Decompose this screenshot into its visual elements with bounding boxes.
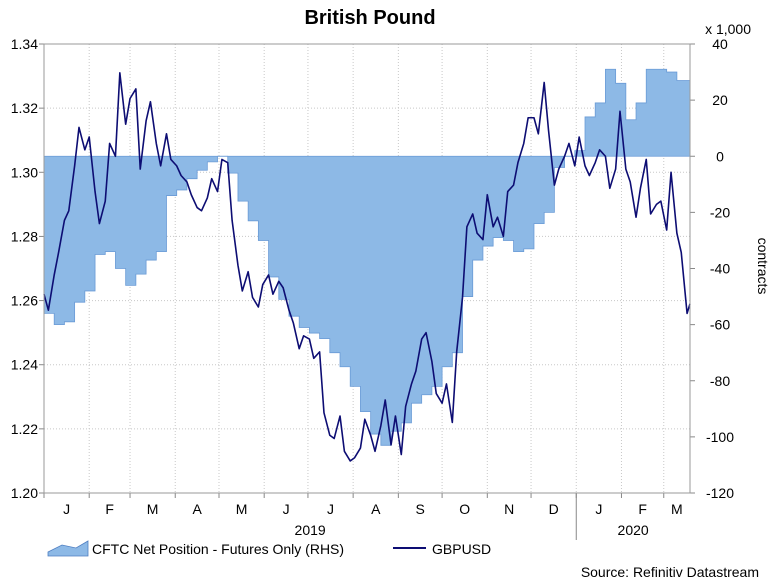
cftc-area-layer: [44, 68, 690, 446]
year-label: 2020: [618, 522, 649, 538]
left-tick-label: 1.26: [11, 293, 38, 309]
month-label: N: [504, 501, 514, 517]
month-label: O: [459, 501, 470, 517]
month-label: A: [371, 501, 381, 517]
legend-label-gbpusd: GBPUSD: [432, 541, 491, 557]
month-label: A: [192, 501, 202, 517]
plot-frame: [43, 43, 691, 494]
left-tick-label: 1.22: [11, 421, 38, 437]
right-axis-unit: x 1,000: [705, 21, 751, 37]
right-tick-label: -80: [710, 373, 730, 389]
month-label: J: [595, 501, 602, 517]
right-tick-label: -120: [706, 485, 734, 501]
right-tick-label: 20: [712, 92, 728, 108]
legend: CFTC Net Position - Futures Only (RHS) G…: [47, 540, 491, 557]
legend-label-cftc: CFTC Net Position - Futures Only (RHS): [92, 541, 344, 557]
source-note: Source: Refinitiv Datastream: [581, 564, 759, 580]
left-tick-label: 1.20: [11, 485, 38, 501]
right-axis-label: contracts: [755, 238, 771, 295]
right-tick-label: -100: [706, 429, 734, 445]
left-tick-label: 1.30: [11, 164, 38, 180]
right-tick-label: -40: [710, 261, 730, 277]
month-label: M: [147, 501, 159, 517]
chart-title: British Pound: [304, 7, 435, 29]
right-tick-label: 0: [716, 148, 724, 164]
left-tick-label: 1.28: [11, 228, 38, 244]
right-tick-label: -60: [710, 317, 730, 333]
cftc-area-outline: [44, 68, 690, 446]
right-tick-label: -20: [710, 204, 730, 220]
month-label: D: [549, 501, 559, 517]
gbpusd-line: [43, 72, 691, 462]
gbpusd-line-layer: [43, 72, 691, 462]
right-tick-label: 40: [712, 36, 728, 52]
month-label: F: [638, 501, 647, 517]
cftc-area: [44, 69, 690, 446]
month-label: S: [416, 501, 425, 517]
month-label: J: [327, 501, 334, 517]
tick-labels: 1.20 1.22 1.24 1.26 1.28 1.30 1.32 1.34 -120 -100…: [11, 36, 734, 538]
legend-area-swatch: [47, 540, 89, 557]
month-label: F: [105, 501, 114, 517]
month-label: J: [283, 501, 290, 517]
month-label: M: [671, 501, 683, 517]
left-tick-label: 1.32: [11, 100, 38, 116]
month-label: M: [236, 501, 248, 517]
year-label: 2019: [295, 522, 326, 538]
left-tick-label: 1.24: [11, 357, 38, 373]
left-tick-label: 1.34: [11, 36, 38, 52]
month-label: J: [63, 501, 70, 517]
axes: [39, 43, 695, 540]
